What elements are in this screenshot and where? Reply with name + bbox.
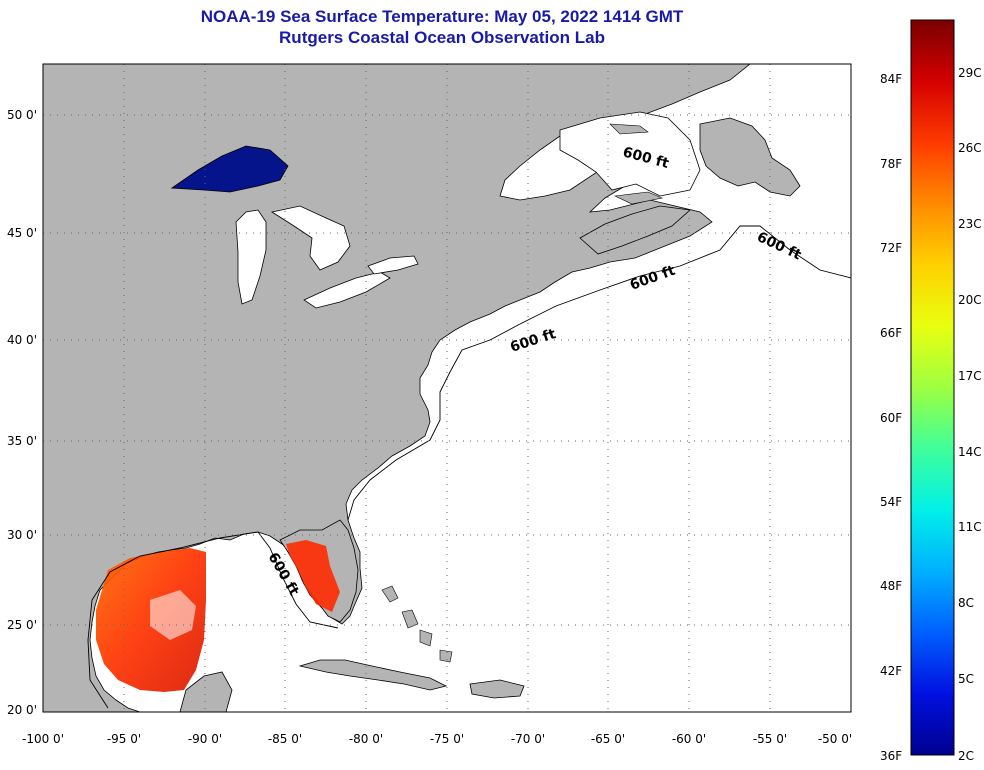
bahamas-islands [381,585,453,663]
lat-tick-20: 20 0' [6,703,37,717]
colorbar-label-17c: 17C [958,369,982,383]
lat-tick-50: 50 0' [6,108,37,122]
lake-huron [270,205,351,271]
map-title-block: NOAA-19 Sea Surface Temperature: May 05,… [0,6,884,48]
lon-tick-90: -90 0' [187,732,223,746]
colorbar-label-8c: 8C [958,596,975,610]
colorbar-label-66f: 66F [880,326,903,340]
colorbar-label-11c: 11C [958,520,982,534]
lat-tick-25: 25 0' [6,618,37,632]
lon-tick-60: -60 0' [671,732,707,746]
cuba-land [298,659,448,691]
colorbar-label-78f: 78F [880,157,903,171]
colorbar-label-72f: 72F [880,241,903,255]
pei-island [613,191,664,205]
map-subtitle: Rutgers Coastal Ocean Observation Lab [279,28,605,47]
florida-west-sst [286,540,340,612]
colorbar-label-23c: 23C [958,217,982,231]
colorbar-label-42f: 42F [880,664,903,678]
lat-tick-40: 40 0' [6,333,37,347]
lon-tick-55: -55 0' [752,732,788,746]
lon-tick-50: -50 0' [817,732,853,746]
lat-tick-30: 30 0' [6,528,37,542]
colorbar-label-20c: 20C [958,293,982,307]
gulf-st-lawrence [559,111,701,197]
lon-tick-75: -75 0' [429,732,465,746]
gulf-cloud-gap [150,590,196,640]
colorbar [910,19,955,756]
colorbar-label-54f: 54F [880,495,903,509]
colorbar-label-26c: 26C [958,141,982,155]
anticosti-island [609,123,649,135]
lat-tick-35: 35 0' [6,434,37,448]
lon-tick-95: -95 0' [106,732,142,746]
lat-tick-45: 45 0' [6,226,37,240]
nova-scotia-land [579,205,691,255]
colorbar-label-48f: 48F [880,579,903,593]
map-frame [42,63,852,713]
newfoundland-land [699,117,801,197]
lon-tick-100: -100 0' [22,732,64,746]
lon-tick-65: -65 0' [590,732,626,746]
yucatan-land [179,671,233,712]
colorbar-label-2c: 2C [958,749,975,763]
colorbar-label-60f: 60F [880,411,903,425]
colorbar-label-36f: 36F [880,749,903,763]
map-title: NOAA-19 Sea Surface Temperature: May 05,… [200,7,684,26]
graticule-grid [43,64,851,712]
colorbar-label-29c: 29C [958,66,982,80]
lon-tick-70: -70 0' [510,732,546,746]
lake-michigan [235,209,267,305]
lon-tick-80: -80 0' [348,732,384,746]
lake-superior [170,145,289,193]
colorbar-label-14c: 14C [958,445,982,459]
lake-erie [303,271,391,309]
lake-ontario [367,255,419,275]
hispaniola-land [469,679,525,699]
colorbar-label-84f: 84F [880,72,903,86]
colorbar-label-5c: 5C [958,672,975,686]
isobath-600ft-line [87,225,851,709]
lon-tick-85: -85 0' [267,732,303,746]
